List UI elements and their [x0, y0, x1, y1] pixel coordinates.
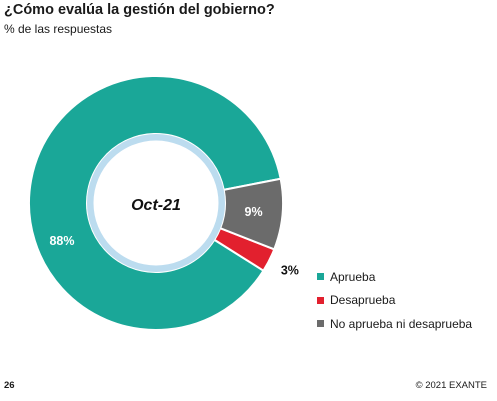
data-label-3: 9% — [245, 205, 263, 219]
legend-label: Desaprueba — [330, 293, 396, 307]
chart-subtitle: % de las respuestas — [4, 22, 113, 36]
data-labels: 88% 3% 9% — [49, 205, 298, 278]
legend-item-desaprueba: Desaprueba — [317, 293, 472, 307]
legend-label: No aprueba ni desaprueba — [330, 316, 473, 331]
page-number: 26 — [4, 380, 15, 391]
chart-title: ¿Cómo evalúa la gestión del gobierno? — [4, 2, 275, 18]
legend-item-no-aprueba-ni-desaprueba: No aprueba ni desaprueba — [317, 316, 473, 331]
donut-hole — [93, 140, 219, 266]
legend: Aprueba Desaprueba No aprueba ni desapru… — [317, 270, 472, 341]
data-label-2: 3% — [281, 264, 299, 278]
legend-swatch — [317, 273, 324, 280]
legend-item-aprueba: Aprueba — [317, 269, 472, 284]
center-label: Oct-21 — [131, 197, 181, 214]
data-label-1: 88% — [49, 234, 74, 248]
legend-swatch — [317, 296, 324, 304]
legend-swatch — [317, 320, 324, 327]
legend-label: Aprueba — [330, 269, 376, 284]
copyright: © 2021 EXANTE — [415, 380, 487, 391]
